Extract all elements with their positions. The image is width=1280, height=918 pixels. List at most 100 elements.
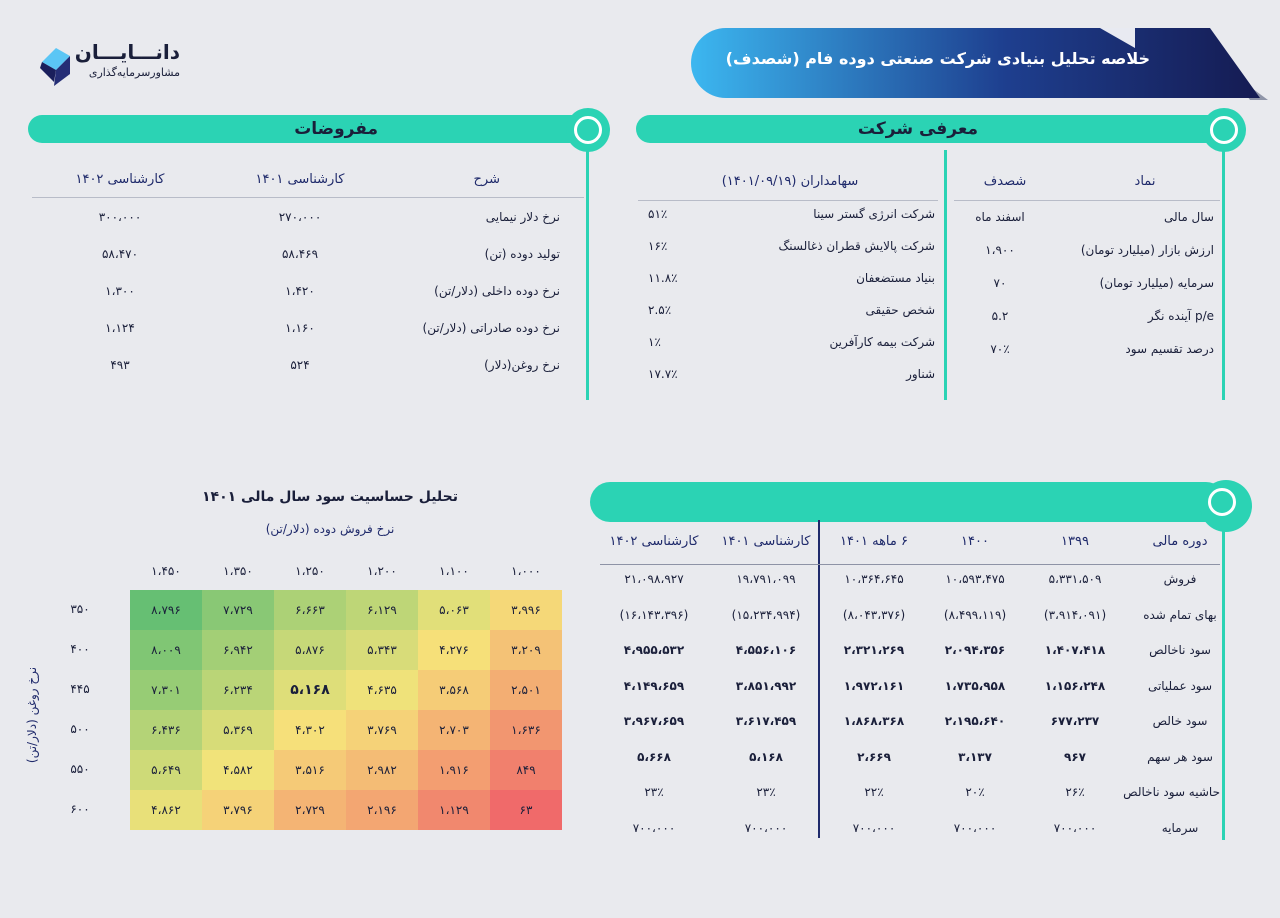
shareholder-percent: ۵۱٪ xyxy=(648,207,668,221)
heatmap-cell: ۵،۸۷۶ xyxy=(274,630,346,670)
shareholder-percent: ۱۷.۷٪ xyxy=(648,367,678,381)
logo-name: دانـــایـــان xyxy=(74,40,180,64)
financials-cell: ۱،۴۰۷،۴۱۸ xyxy=(1044,643,1106,657)
company-info-value: ۷۰ xyxy=(993,276,1007,290)
financials-cell: ۹۶۷ xyxy=(1064,749,1086,764)
sensitivity-title: تحلیل حساسیت سود سال مالی ۱۴۰۱ xyxy=(202,489,458,505)
heatmap-cell: ۶،۲۳۴ xyxy=(202,670,274,710)
financials-cell: ۲۱،۰۹۸،۹۲۷ xyxy=(624,572,684,586)
heatmap-cell: ۵،۳۴۳ xyxy=(346,630,418,670)
financials-cell: ۱،۹۷۲،۱۶۱ xyxy=(843,678,905,693)
heatmap-cell: ۸،۰۰۹ xyxy=(130,630,202,670)
assumption-label: نرخ دوده داخلی (دلار/تن) xyxy=(434,284,560,298)
assumptions-header-1402: کارشناسی ۱۴۰۲ xyxy=(75,172,165,187)
financials-cell: ۷۰۰،۰۰۰ xyxy=(632,820,676,835)
assumption-1401-value: ۱،۴۲۰ xyxy=(285,284,315,298)
heatmap-x-tick: ۱،۰۰۰ xyxy=(511,564,541,578)
financials-header: کارشناسی ۱۴۰۲ xyxy=(609,534,699,549)
shareholder-name: شرکت پالایش قطران ذغالسنگ xyxy=(778,239,935,253)
financials-cell: ۷۰۰،۰۰۰ xyxy=(744,820,788,835)
financials-cell: ۵،۱۶۸ xyxy=(749,749,783,764)
heatmap-y-tick: ۶۰۰ xyxy=(70,802,90,816)
financials-header-divider xyxy=(600,564,1220,565)
financials-cell: (۱۶،۱۴۳،۳۹۶) xyxy=(619,607,689,622)
company-header-bar: معرفی شرکت xyxy=(636,115,1226,143)
financials-ring-icon xyxy=(1200,480,1252,532)
financials-cell: (۱۵،۲۳۴،۹۹۴) xyxy=(731,607,801,622)
heatmap-cell: ۱،۱۲۹ xyxy=(418,790,490,830)
financials-row-label: سود خالص xyxy=(1152,714,1208,728)
heatmap-cell: ۸۴۹ xyxy=(490,750,562,790)
assumption-1401-value: ۱،۱۶۰ xyxy=(285,321,315,335)
heatmap-cell: ۲،۷۲۹ xyxy=(274,790,346,830)
financials-row-label: سرمایه xyxy=(1161,820,1199,835)
heatmap-x-tick: ۱،۲۵۰ xyxy=(295,564,325,578)
logo: دانـــایـــان مشاورسرمایه‌گذاری xyxy=(40,40,180,88)
heatmap-cell: ۳،۷۹۶ xyxy=(202,790,274,830)
company-info-label: درصد تقسیم سود xyxy=(1125,342,1214,356)
financials-cell: ۴،۹۵۵،۵۳۲ xyxy=(623,643,685,657)
shareholder-name: شناور xyxy=(906,367,935,381)
company-middle-line xyxy=(944,150,947,400)
shareholders-divider xyxy=(638,200,938,201)
assumptions-ring-icon xyxy=(566,108,610,152)
assumptions-header-1401: کارشناسی ۱۴۰۱ xyxy=(255,172,345,187)
assumption-label: تولید دوده (تن) xyxy=(484,247,560,261)
company-info-label: سرمایه (میلیارد تومان) xyxy=(1099,276,1214,290)
shareholders-title: سهامداران (۱۴۰۱/۰۹/۱۹) xyxy=(721,174,859,189)
heatmap-cell: ۱،۶۳۶ xyxy=(490,710,562,750)
assumption-1402-value: ۴۹۳ xyxy=(110,358,130,372)
heatmap-cell: ۶۳ xyxy=(490,790,562,830)
financials-cell: (۸،۴۹۹،۱۱۹) xyxy=(943,607,1007,622)
heatmap-cell: ۶،۱۲۹ xyxy=(346,590,418,630)
heatmap-cell: ۵،۳۶۹ xyxy=(202,710,274,750)
financials-cell: ۱،۱۵۶،۲۴۸ xyxy=(1044,678,1106,693)
assumption-label: نرخ روغن(دلار) xyxy=(484,358,560,372)
title-banner: خلاصه تحلیل بنیادی شرکت صنعتی دوده فام (… xyxy=(690,28,1268,100)
shareholder-percent: ۱٪ xyxy=(648,335,661,349)
heatmap-y-tick: ۵۵۰ xyxy=(70,762,90,776)
heatmap-y-tick: ۴۰۰ xyxy=(70,642,90,656)
financials-cell: ۲۳٪ xyxy=(644,785,664,799)
heatmap-y-tick: ۴۴۵ xyxy=(70,682,90,696)
assumption-1402-value: ۵۸،۴۷۰ xyxy=(101,247,139,261)
financials-header: ۱۴۰۰ xyxy=(961,534,989,549)
heatmap-cell: ۶،۶۶۳ xyxy=(274,590,346,630)
financials-cell: ۲،۶۶۹ xyxy=(857,749,891,764)
heatmap-cell: ۴،۲۷۶ xyxy=(418,630,490,670)
sensitivity-ylabel: نرخ روغن (دلار/تن) xyxy=(25,666,39,764)
shareholder-percent: ۲.۵٪ xyxy=(648,303,672,317)
assumption-1402-value: ۳۰۰،۰۰۰ xyxy=(98,210,142,224)
financials-cell: ۱،۷۳۵،۹۵۸ xyxy=(944,678,1006,693)
sensitivity-xlabel: نرخ فروش دوده (دلار/تن) xyxy=(265,522,395,536)
assumption-label: نرخ دوده صادراتی (دلار/تن) xyxy=(422,321,560,335)
symbol-value: شصدف xyxy=(983,174,1027,189)
assumption-label: نرخ دلار نیمایی xyxy=(485,210,560,224)
financials-cell: ۱،۸۶۸،۳۶۸ xyxy=(843,714,905,728)
assumption-1401-value: ۲۷۰،۰۰۰ xyxy=(278,210,322,224)
financials-header: ۶ ماهه ۱۴۰۱ xyxy=(840,534,908,549)
financials-cell: ۱۰،۵۹۳،۴۷۵ xyxy=(945,572,1005,586)
assumptions-header-divider xyxy=(32,197,584,198)
financials-cell: ۷۰۰،۰۰۰ xyxy=(953,820,997,835)
financials-cell: ۲،۱۹۵،۶۴۰ xyxy=(944,714,1006,728)
financials-cell: ۱۹،۷۹۱،۰۹۹ xyxy=(736,572,796,586)
financials-cell: ۳،۸۵۱،۹۹۲ xyxy=(735,678,797,693)
financials-cell: ۵،۶۶۸ xyxy=(637,749,671,764)
financials-cell: ۴،۵۵۶،۱۰۶ xyxy=(735,643,797,657)
financials-header-bar xyxy=(590,482,1226,522)
financials-cell: (۳،۹۱۴،۰۹۱) xyxy=(1043,607,1107,622)
shareholder-name: بنیاد مستضعفان xyxy=(856,271,935,285)
heatmap-cell: ۳،۲۰۹ xyxy=(490,630,562,670)
heatmap-cell: ۳،۵۱۶ xyxy=(274,750,346,790)
company-info-divider xyxy=(954,200,1220,201)
shareholder-name: شرکت انرژی گستر سینا xyxy=(813,207,935,221)
company-info-label: p/e آینده نگر xyxy=(1147,309,1214,323)
heatmap-x-tick: ۱،۲۰۰ xyxy=(367,564,397,578)
assumptions-side-line xyxy=(586,150,589,400)
assumptions-header-bar: مفروضات xyxy=(28,115,598,143)
assumption-1402-value: ۱،۱۲۴ xyxy=(105,321,135,335)
heatmap-x-tick: ۱،۱۰۰ xyxy=(439,564,469,578)
financials-cell: ۲،۳۲۱،۲۶۹ xyxy=(843,643,905,657)
heatmap-cell: ۳،۷۶۹ xyxy=(346,710,418,750)
